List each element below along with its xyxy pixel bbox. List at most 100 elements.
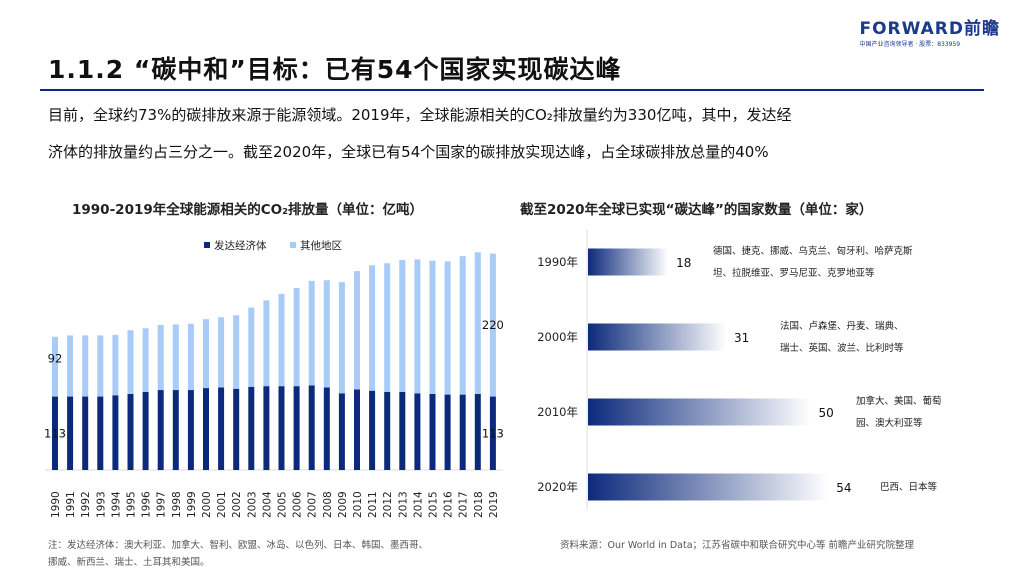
bar-developed-2013	[399, 392, 406, 470]
bar-other-1996	[142, 328, 149, 392]
bar-developed-2001	[218, 387, 225, 470]
bar-developed-1991	[67, 396, 74, 470]
x-tick-label: 2002	[231, 491, 243, 518]
bar-other-2007	[308, 280, 315, 386]
x-tick-label: 1995	[126, 491, 138, 518]
bar-other-2016	[444, 261, 451, 395]
logo-tagline: 中国产业咨询领导者 · 股票：833959	[859, 41, 961, 48]
country-annotation: 法国、卢森堡、丹麦、瑞典、	[780, 320, 904, 332]
bar-other-2008	[323, 280, 330, 388]
country-annotation: 园、澳大利亚等	[856, 417, 923, 429]
footnote-line-1: 注：发达经济体：澳大利亚、加拿大、智利、欧盟、冰岛、以色列、日本、韩国、墨西哥、	[48, 540, 429, 551]
y-tick-label: 2000年	[537, 330, 578, 344]
bar-other-2013	[399, 260, 406, 392]
x-tick-label: 2005	[277, 491, 289, 518]
value-label: 31	[734, 331, 749, 345]
legend-label: 其他地区	[300, 239, 342, 252]
bar-other-2002	[233, 315, 240, 389]
x-tick-label: 2016	[443, 491, 455, 518]
data-label: 220	[482, 318, 504, 332]
bar-developed-2007	[308, 385, 315, 470]
left-chart-title: 1990-2019年全球能源相关的CO₂排放量（单位：亿吨）	[72, 202, 424, 218]
x-tick-label: 2000	[201, 491, 213, 518]
value-label: 18	[676, 256, 691, 270]
source-note: 资料来源：Our World in Data；江苏省碳中和联合研究中心等 前瞻产…	[560, 540, 915, 551]
footnote-line-2: 挪威、新西兰、瑞士、土耳其和美国。	[48, 557, 210, 568]
x-tick-label: 1992	[80, 491, 92, 518]
x-tick-label: 2015	[428, 491, 440, 518]
bar-developed-2008	[323, 387, 330, 470]
bar-developed-1994	[112, 395, 119, 470]
bar-developed-2002	[233, 388, 240, 470]
x-tick-label: 2009	[337, 491, 349, 518]
logo-brand: FORWARD前瞻	[859, 19, 1000, 39]
bar-developed-2009	[338, 393, 345, 470]
bar-developed-1997	[157, 390, 164, 470]
bar-1990年	[588, 248, 669, 276]
bar-other-1990	[52, 336, 58, 397]
bar-developed-1990	[52, 396, 58, 470]
bar-developed-2011	[369, 390, 376, 470]
bar-developed-2019	[489, 396, 496, 470]
x-tick-label: 2004	[261, 491, 273, 518]
x-tick-label: 2003	[246, 491, 258, 518]
bar-other-2018	[474, 252, 481, 394]
bar-developed-1996	[142, 392, 149, 470]
intro-line-2: 济体的排放量约占三分之一。截至2020年，全球已有54个国家的碳排放实现达峰，占…	[48, 143, 769, 161]
bar-developed-2014	[414, 393, 421, 470]
x-tick-label: 2008	[322, 491, 334, 518]
bar-other-2000	[203, 319, 209, 389]
x-tick-label: 2011	[367, 491, 379, 518]
bar-2000年	[588, 323, 726, 351]
bar-developed-1999	[187, 390, 194, 470]
x-tick-label: 2006	[292, 491, 304, 518]
bar-other-2012	[384, 263, 391, 392]
bar-developed-2010	[354, 389, 360, 470]
title-divider	[40, 89, 984, 91]
right-chart-title: 截至2020年全球已实现“碳达峰”的国家数量（单位：家）	[520, 202, 873, 218]
bar-other-2015	[429, 260, 436, 394]
footnote: 注：发达经济体：澳大利亚、加拿大、智利、欧盟、冰岛、以色列、日本、韩国、墨西哥、…	[48, 537, 428, 571]
y-tick-label: 1990年	[537, 255, 578, 269]
x-tick-label: 1999	[186, 491, 198, 518]
bar-other-2017	[459, 256, 466, 395]
y-tick-label: 2010年	[537, 405, 578, 419]
x-tick-label: 1994	[110, 491, 122, 518]
bar-developed-2017	[459, 394, 466, 470]
bar-developed-2012	[384, 392, 391, 470]
legend-label: 发达经济体	[214, 239, 267, 252]
bar-other-2006	[293, 288, 300, 387]
bar-2010年	[588, 398, 811, 426]
legend-swatch	[204, 242, 210, 248]
x-tick-label: 1993	[95, 491, 107, 518]
country-annotation: 德国、捷克、挪威、乌克兰、匈牙利、哈萨克斯	[713, 245, 913, 257]
bar-developed-2005	[278, 386, 285, 470]
bar-other-2011	[369, 265, 376, 391]
x-tick-label: 2010	[352, 491, 364, 518]
bar-other-1999	[187, 323, 194, 391]
legend-swatch	[290, 242, 296, 248]
x-tick-label: 2018	[473, 491, 485, 518]
bar-other-1998	[172, 324, 179, 391]
value-label: 54	[836, 481, 851, 495]
x-tick-label: 1991	[65, 491, 77, 518]
bar-developed-1995	[127, 393, 134, 470]
x-tick-label: 2001	[216, 491, 228, 518]
bar-other-2003	[248, 307, 255, 387]
bar-developed-2016	[444, 394, 451, 470]
x-tick-label: 2017	[458, 491, 470, 518]
bar-developed-2004	[263, 386, 270, 470]
bar-other-1992	[82, 335, 89, 397]
bar-developed-1992	[82, 396, 89, 470]
logo: FORWARD前瞻 中国产业咨询领导者 · 股票：833959	[859, 14, 1000, 48]
data-label: 113	[44, 426, 66, 440]
bar-other-2014	[414, 259, 421, 394]
country-annotation: 坦、拉脱维亚、罗马尼亚、克罗地亚等	[713, 267, 875, 279]
country-annotation: 巴西、日本等	[880, 481, 938, 493]
bar-other-1993	[97, 335, 104, 397]
x-tick-label: 2007	[307, 491, 319, 518]
bar-other-2019	[489, 253, 496, 397]
bar-2020年	[588, 473, 829, 501]
page-title: 1.1.2 “碳中和”目标：已有54个国家实现碳达峰	[48, 55, 622, 84]
